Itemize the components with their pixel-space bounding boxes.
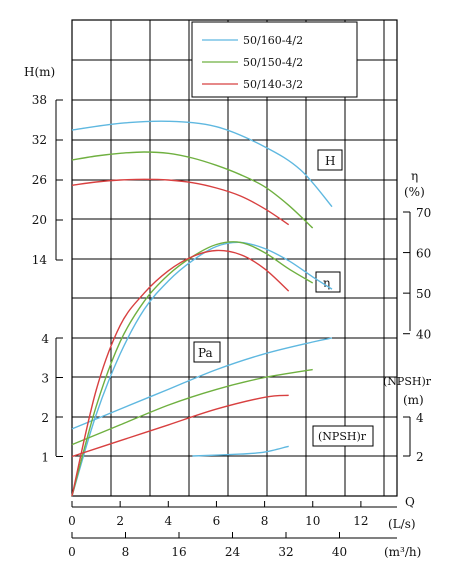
power-curve-50-150-4-2	[71, 368, 313, 446]
power-curve-50-140-3-2	[71, 394, 289, 458]
x-tick-label-m3h: 0	[68, 545, 76, 559]
efficiency-tick-label: 50	[416, 287, 431, 301]
x-axis-unit-m3h: (m³/h)	[384, 545, 421, 559]
npsh-annotation: (NPSH)r	[318, 430, 367, 443]
power-tick-label: 4	[41, 332, 49, 346]
head-curve-50-160-4-2	[71, 120, 333, 208]
x-tick-label-ls: 2	[116, 514, 124, 528]
power-tick-label: 3	[41, 372, 49, 386]
x-tick-label-m3h: 24	[225, 545, 241, 559]
head-tick-label: 32	[32, 133, 47, 147]
x-tick-label-ls: 6	[213, 514, 221, 528]
head-axis-label: H(m)	[24, 65, 55, 79]
npsh-annotation-box	[312, 425, 374, 447]
legend-entry: 50/160-4/2	[243, 34, 303, 47]
x-axis-label: Q	[405, 495, 415, 509]
power-tick-label: 1	[41, 451, 49, 465]
efficiency-tick-label: 40	[416, 328, 431, 342]
head-curve-50-150-4-2	[71, 151, 314, 229]
x-tick-label-ls: 12	[353, 514, 368, 528]
series	[71, 120, 333, 497]
power-curve-50-160-4-2	[71, 337, 333, 430]
head-tick-label: 14	[32, 253, 48, 267]
npsh-tick-label: 2	[416, 450, 424, 464]
legend: 50/160-4/2 50/150-4/2 50/140-3/2	[202, 34, 303, 91]
efficiency-annotation-box	[315, 271, 341, 293]
grid	[71, 19, 398, 497]
npsh-tick-label: 4	[416, 411, 424, 425]
efficiency-annotation: η	[323, 276, 330, 290]
npsh-axis-unit: (m)	[403, 393, 424, 407]
x-tick-label-m3h: 40	[332, 545, 347, 559]
power-tick-label: 2	[41, 411, 49, 425]
head-annotation: H	[325, 154, 335, 168]
head-curve-50-140-3-2	[71, 178, 290, 226]
npsh-axis-label: (NPSH)r	[383, 375, 432, 388]
x-tick-label-ls: 0	[68, 514, 76, 528]
legend-entry: 50/140-3/2	[243, 78, 303, 91]
efficiency-curve-50-160-4-2	[71, 241, 333, 497]
efficiency-tick-label: 70	[416, 206, 431, 220]
head-tick-label: 20	[32, 213, 47, 227]
head-tick-label: 26	[32, 173, 47, 187]
x-tick-label-ls: 4	[164, 514, 172, 528]
x-tick-label-m3h: 8	[122, 545, 130, 559]
head-tick-label: 38	[32, 93, 47, 107]
x-axis-unit-ls: (L/s)	[388, 517, 416, 531]
power-annotation-box	[193, 341, 221, 363]
npsh-curve-50-160-4-2	[192, 445, 289, 457]
x-tick-label-m3h: 16	[171, 545, 186, 559]
efficiency-axis-label: η	[411, 169, 418, 183]
legend-entry: 50/150-4/2	[243, 56, 303, 69]
efficiency-tick-label: 60	[416, 247, 431, 261]
x-tick-label-ls: 10	[305, 514, 320, 528]
efficiency-axis-unit: (%)	[404, 185, 425, 199]
x-tick-label-m3h: 32	[278, 545, 293, 559]
plot-frame	[71, 19, 398, 497]
efficiency-curve-50-140-3-2	[71, 249, 290, 497]
head-annotation-box	[317, 149, 343, 171]
x-tick-label-ls: 8	[261, 514, 269, 528]
power-annotation: Pa	[198, 346, 213, 360]
